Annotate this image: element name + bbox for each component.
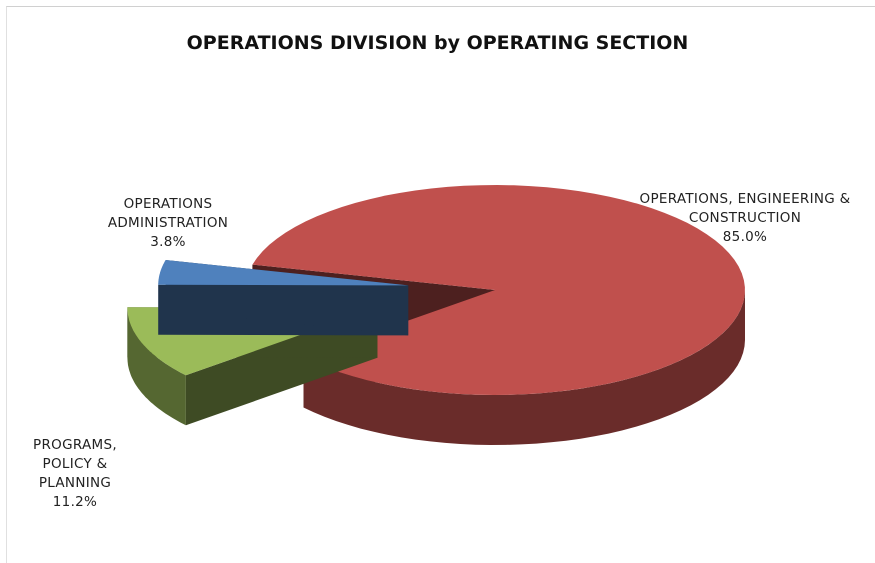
frame [6,6,875,563]
slice-label: PROGRAMS, POLICY & PLANNING [33,437,117,491]
slice [158,260,409,286]
chart-title: OPERATIONS DIVISION by OPERATING SECTION [186,32,689,54]
value-label: 85.0% [722,229,768,245]
value-label: 11.2% [52,494,98,510]
slice-label: OPERATIONS ADMINISTRATION [107,196,229,231]
slice-side [303,290,745,445]
value-label: 3.8% [150,234,186,250]
slice-label: OPERATIONS, ENGINEERING & CONSTRUCTION [639,191,851,226]
slice-side [127,307,186,426]
